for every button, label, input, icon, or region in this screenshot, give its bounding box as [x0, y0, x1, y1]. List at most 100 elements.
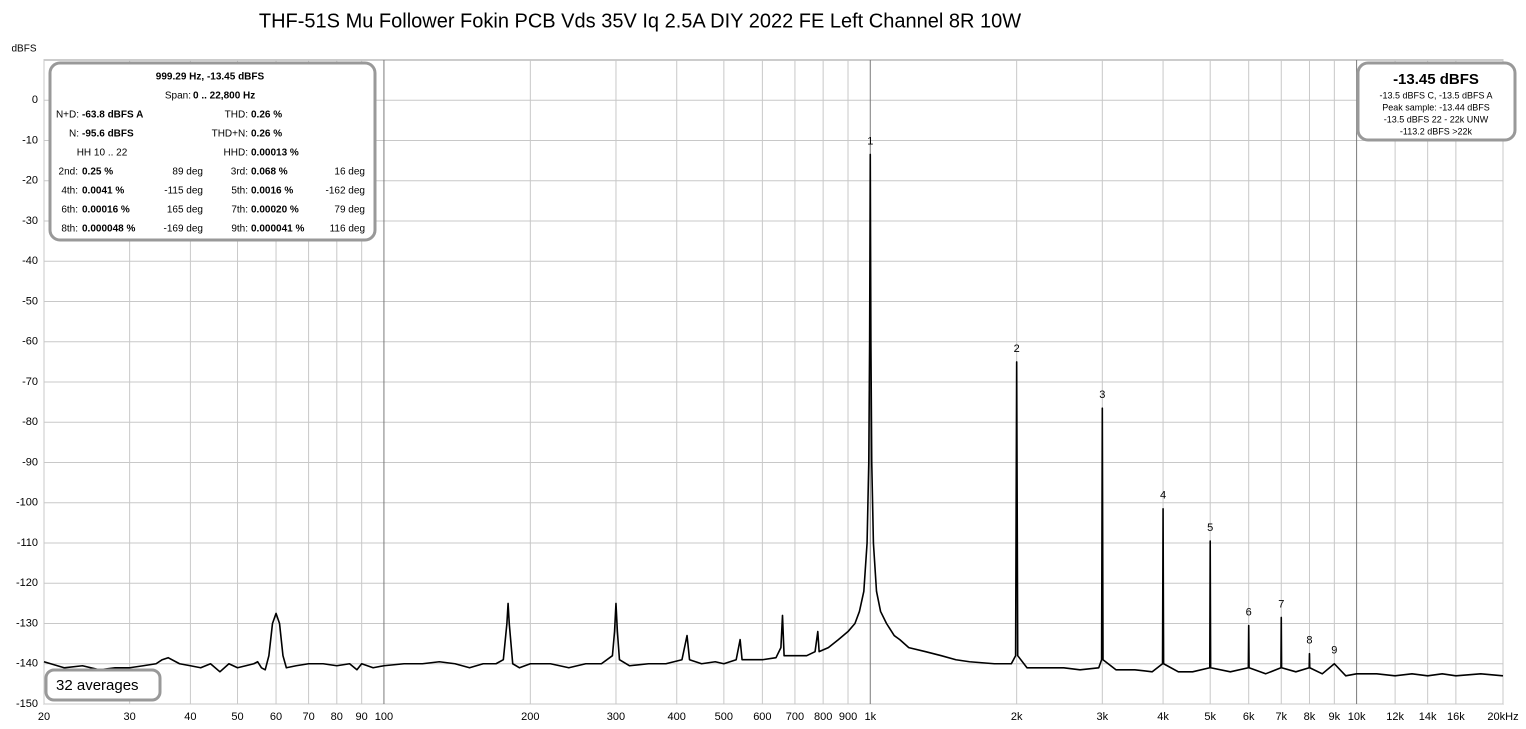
- harmonic-name: 4th:: [61, 186, 78, 197]
- y-tick-label: -40: [22, 255, 38, 267]
- level-line: -13.5 dBFS C, -13.5 dBFS A: [1379, 90, 1492, 100]
- harmonic-name: 6th:: [61, 205, 78, 216]
- harmonic-name: 8th:: [61, 224, 78, 235]
- x-tick-label: 20: [38, 711, 50, 723]
- harmonic-label: 5: [1207, 522, 1213, 534]
- harmonic-label: 1: [867, 135, 873, 147]
- x-tick-label: 40: [184, 711, 196, 723]
- y-tick-label: -90: [22, 456, 38, 468]
- x-tick-label: 300: [607, 711, 625, 723]
- x-tick-label: 1k: [864, 711, 876, 723]
- info-label: HHD:: [224, 148, 248, 159]
- harmonic-value: 0.000048 %: [82, 224, 135, 235]
- x-tick-label: 3k: [1096, 711, 1108, 723]
- x-tick-label: 4k: [1157, 711, 1169, 723]
- x-tick-label: 50: [231, 711, 243, 723]
- y-tick-label: -10: [22, 134, 38, 146]
- x-tick-label: 200: [521, 711, 539, 723]
- info-value: 0.00013 %: [251, 148, 299, 159]
- harmonic-phase: 16 deg: [334, 167, 365, 178]
- harmonic-name: 3rd:: [231, 167, 248, 178]
- level-line: -13.5 dBFS 22 - 22k UNW: [1384, 114, 1489, 124]
- averages-box: [44, 668, 162, 702]
- x-tick-label: 100: [375, 711, 393, 723]
- level-panel: [1356, 61, 1517, 142]
- harmonic-phase: 165 deg: [167, 205, 203, 216]
- x-tick-label: 800: [814, 711, 832, 723]
- harmonic-label: 4: [1160, 490, 1166, 502]
- x-tick-label: 5k: [1204, 711, 1216, 723]
- x-tick-label: 700: [786, 711, 804, 723]
- harmonic-value: 0.00016 %: [82, 205, 130, 216]
- harmonic-phase: -169 deg: [164, 224, 203, 235]
- y-tick-label: -150: [16, 698, 38, 710]
- y-axis-label: dBFS: [11, 44, 36, 55]
- info-value: -95.6 dBFS: [82, 129, 134, 140]
- y-tick-label: -50: [22, 295, 38, 307]
- info-label: N+D:: [56, 110, 79, 121]
- harmonic-label: 7: [1278, 598, 1284, 610]
- x-tick-label: 500: [715, 711, 733, 723]
- harmonic-name: 7th:: [231, 205, 248, 216]
- level-value: -13.45 dBFS: [1393, 71, 1479, 88]
- x-tick-label: 600: [753, 711, 771, 723]
- level-line: Peak sample: -13.44 dBFS: [1382, 102, 1490, 112]
- x-tick-label: 30: [124, 711, 136, 723]
- harmonic-label: 2: [1014, 343, 1020, 355]
- info-label: N:: [69, 129, 79, 140]
- x-tick-label: 8k: [1304, 711, 1316, 723]
- y-tick-label: -130: [16, 617, 38, 629]
- harmonic-value: 0.000041 %: [251, 224, 304, 235]
- x-tick-label: 20kHz: [1487, 711, 1518, 723]
- x-tick-label: 16k: [1447, 711, 1465, 723]
- harmonic-phase: 89 deg: [172, 167, 203, 178]
- y-tick-label: -140: [16, 658, 38, 670]
- info-value: 0.26 %: [251, 129, 282, 140]
- x-tick-label: 900: [839, 711, 857, 723]
- x-tick-label: 60: [270, 711, 282, 723]
- harmonic-phase: 79 deg: [334, 205, 365, 216]
- y-tick-label: -60: [22, 336, 38, 348]
- harmonic-name: 5th:: [231, 186, 248, 197]
- harmonic-name: 9th:: [231, 224, 248, 235]
- averages-label: 32 averages: [56, 677, 139, 694]
- harmonic-value: 0.00020 %: [251, 205, 299, 216]
- x-tick-label: 70: [302, 711, 314, 723]
- harmonic-phase: -115 deg: [164, 186, 203, 197]
- info-span-label: Span:: [165, 91, 191, 102]
- info-label: HH 10 .. 22: [77, 148, 128, 159]
- harmonic-value: 0.0016 %: [251, 186, 293, 197]
- y-tick-label: -110: [17, 537, 38, 549]
- info-header: 999.29 Hz, -13.45 dBFS: [156, 72, 265, 83]
- x-tick-label: 10k: [1348, 711, 1366, 723]
- x-tick-label: 14k: [1419, 711, 1437, 723]
- info-value: 0.26 %: [251, 110, 282, 121]
- x-tick-label: 2k: [1011, 711, 1023, 723]
- info-panel: [48, 61, 377, 242]
- spectrum-line: [43, 153, 1504, 677]
- info-label: THD:: [225, 110, 248, 121]
- harmonic-label: 8: [1306, 635, 1312, 647]
- info-span: 0 .. 22,800 Hz: [193, 91, 255, 102]
- x-tick-label: 9k: [1329, 711, 1341, 723]
- x-tick-label: 6k: [1243, 711, 1255, 723]
- y-tick-label: -30: [22, 215, 38, 227]
- y-tick-label: -70: [22, 376, 38, 388]
- harmonic-label: 9: [1331, 645, 1337, 657]
- x-tick-label: 12k: [1386, 711, 1404, 723]
- y-tick-label: -120: [16, 577, 38, 589]
- y-tick-label: 0: [32, 94, 38, 106]
- harmonic-phase: 116 deg: [330, 224, 365, 235]
- info-value: -63.8 dBFS A: [82, 110, 143, 121]
- harmonic-label: 6: [1246, 606, 1252, 618]
- harmonic-phase: -162 deg: [326, 186, 365, 197]
- harmonic-name: 2nd:: [59, 167, 78, 178]
- x-tick-label: 7k: [1275, 711, 1287, 723]
- harmonic-value: 0.0041 %: [82, 186, 124, 197]
- info-label: THD+N:: [212, 129, 248, 140]
- harmonic-value: 0.068 %: [251, 167, 288, 178]
- harmonic-value: 0.25 %: [82, 167, 113, 178]
- x-tick-label: 90: [356, 711, 368, 723]
